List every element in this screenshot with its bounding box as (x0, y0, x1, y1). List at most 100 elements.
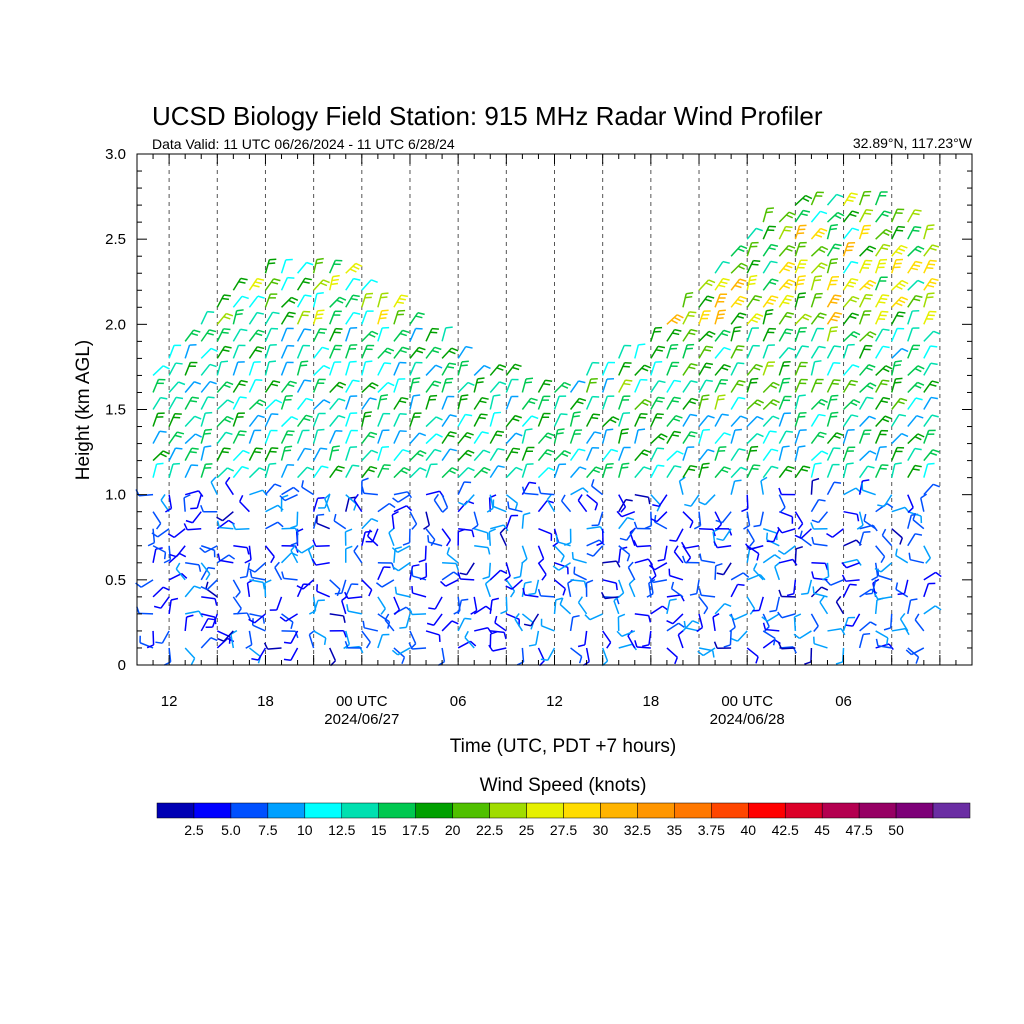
wind-barb (334, 579, 347, 595)
wind-barb (698, 295, 715, 308)
wind-barb (746, 596, 756, 615)
wind-barb (344, 528, 353, 546)
wind-barb (344, 591, 362, 600)
wind-barb (810, 345, 826, 359)
wind-barb (875, 345, 890, 359)
wind-barb (634, 493, 651, 505)
wind-barb (650, 447, 665, 461)
wind-barb (295, 545, 315, 554)
wind-barb (537, 379, 553, 393)
wind-barb (232, 430, 247, 444)
wind-barb (648, 576, 668, 584)
wind-barb (601, 395, 615, 410)
wind-barb (810, 312, 827, 325)
wind-barb (537, 432, 555, 445)
wind-barb (569, 397, 587, 410)
wind-barb (537, 467, 556, 479)
wind-barb (810, 413, 826, 427)
wind-barb (457, 360, 469, 376)
wind-barb (810, 191, 824, 206)
y-tick-label: 2.0 (105, 316, 126, 333)
wind-barb (232, 344, 246, 359)
wind-barb (521, 545, 528, 565)
wind-barb (437, 647, 446, 666)
wind-barb (746, 528, 755, 547)
wind-barb (283, 630, 299, 645)
wind-barb (875, 396, 891, 410)
wind-barb (616, 510, 636, 518)
colorbar-label: 40 (740, 822, 756, 838)
wind-barb (280, 445, 293, 461)
wind-barb (280, 311, 296, 325)
wind-barb (152, 430, 167, 444)
wind-barb (200, 428, 213, 444)
wind-barb (618, 412, 631, 427)
wind-barb (329, 397, 346, 410)
colorbar-label: 42.5 (772, 822, 799, 838)
wind-barb (296, 360, 309, 376)
wind-barb (682, 413, 698, 427)
wind-barb (377, 446, 390, 461)
wind-barb (560, 494, 572, 513)
wind-barb (409, 346, 426, 359)
wind-barb (891, 311, 906, 325)
wind-barb (923, 571, 942, 581)
wind-barb (329, 344, 343, 359)
wind-barb (216, 447, 231, 461)
wind-barb (746, 432, 764, 445)
colorbar-label: 45 (814, 822, 830, 838)
wind-barb (794, 394, 806, 410)
wind-barb (746, 363, 763, 376)
wind-barb (810, 275, 823, 291)
wind-barb (698, 596, 709, 615)
wind-barb (473, 377, 485, 393)
wind-barb (778, 430, 793, 444)
wind-barb (216, 381, 234, 393)
wind-barbs (135, 190, 942, 667)
wind-barb (923, 483, 941, 496)
wind-barb (216, 360, 229, 376)
wind-barb (907, 494, 914, 513)
wind-barb (618, 516, 635, 530)
colorbar-label: 47.5 (846, 822, 873, 838)
wind-barb (210, 476, 218, 495)
wind-barb (425, 630, 441, 643)
wind-barb (569, 411, 581, 427)
wind-barb (505, 466, 523, 479)
wind-barb (393, 467, 411, 479)
wind-barb (521, 512, 531, 529)
wind-barb (457, 617, 472, 632)
wind-barb (281, 527, 299, 536)
wind-barb (585, 361, 600, 376)
wind-barb (923, 605, 942, 615)
wind-barb (698, 310, 711, 325)
wind-barb (399, 613, 411, 629)
wind-barb (923, 429, 936, 444)
wind-barb (248, 399, 267, 411)
wind-barb (135, 579, 154, 588)
wind-barb (859, 382, 877, 394)
wind-barb (682, 363, 698, 376)
wind-barb (794, 275, 806, 291)
wind-barb (217, 553, 234, 564)
wind-barb (810, 398, 828, 411)
wind-barb (617, 579, 625, 599)
wind-barb (714, 277, 730, 291)
wind-barb (296, 447, 312, 461)
wind-barb (457, 481, 472, 495)
wind-barb (279, 493, 298, 502)
wind-barb (553, 463, 567, 478)
wind-barb (168, 597, 179, 615)
wind-barb (905, 647, 925, 656)
wind-barb (296, 583, 311, 598)
colorbar-swatch (489, 802, 527, 819)
wind-barb (891, 506, 910, 514)
wind-barb (794, 361, 808, 376)
wind-barb (730, 448, 746, 462)
wind-barb (216, 312, 234, 325)
wind-barb (409, 377, 421, 393)
wind-barb (810, 292, 823, 308)
wind-barb (200, 363, 217, 376)
wind-barb (489, 430, 505, 444)
wind-barb (200, 347, 218, 359)
